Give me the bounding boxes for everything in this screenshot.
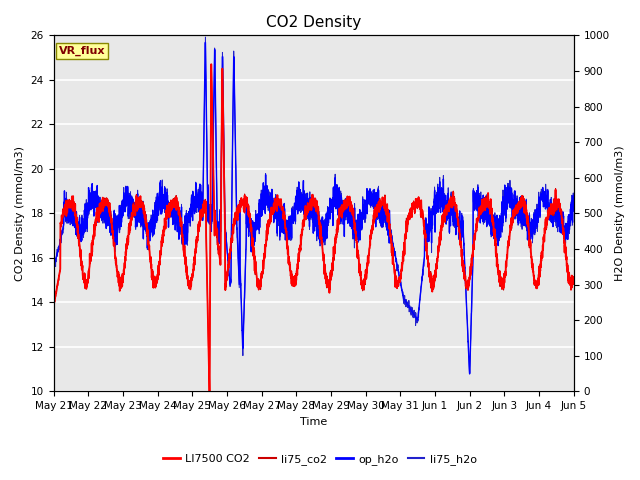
Y-axis label: H2O Density (mmol/m3): H2O Density (mmol/m3)	[615, 145, 625, 281]
Y-axis label: CO2 Density (mmol/m3): CO2 Density (mmol/m3)	[15, 146, 25, 281]
Title: CO2 Density: CO2 Density	[266, 15, 361, 30]
Text: VR_flux: VR_flux	[59, 46, 105, 56]
X-axis label: Time: Time	[300, 417, 327, 427]
Legend: LI7500 CO2, li75_co2, op_h2o, li75_h2o: LI7500 CO2, li75_co2, op_h2o, li75_h2o	[159, 450, 481, 469]
